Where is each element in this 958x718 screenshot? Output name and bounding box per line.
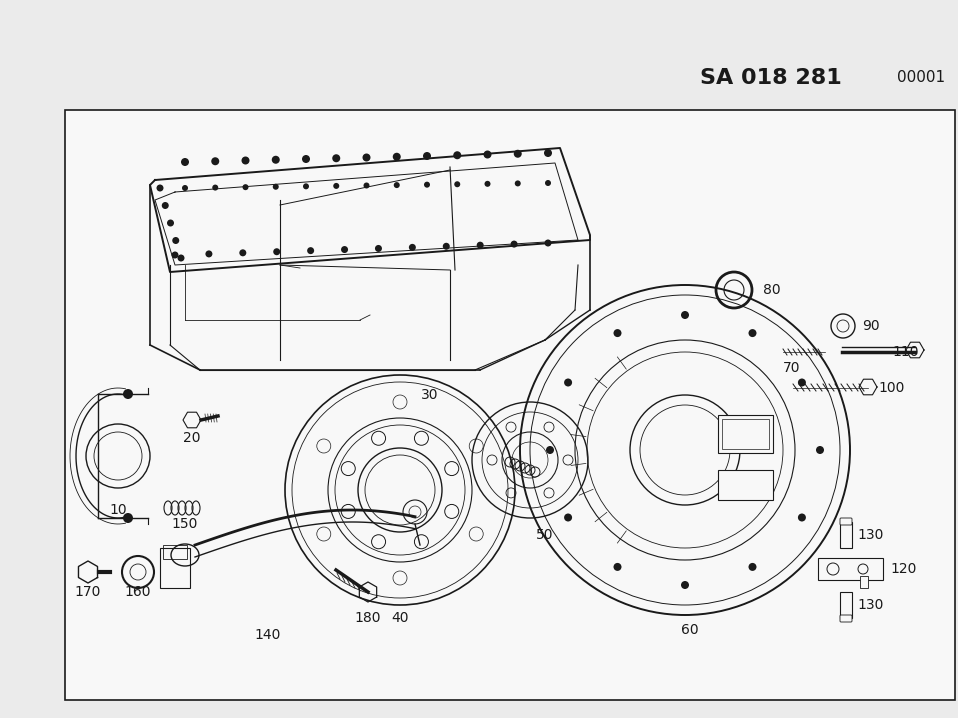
Circle shape — [341, 246, 348, 253]
Circle shape — [511, 241, 517, 248]
Circle shape — [544, 240, 552, 246]
Circle shape — [423, 152, 431, 160]
Text: 30: 30 — [422, 388, 439, 402]
Bar — [65, 110, 955, 700]
Circle shape — [241, 157, 249, 164]
Text: 160: 160 — [125, 585, 151, 599]
Text: 150: 150 — [171, 517, 198, 531]
Bar — [718, 415, 773, 453]
Circle shape — [681, 311, 689, 319]
Circle shape — [544, 149, 552, 157]
Circle shape — [816, 446, 824, 454]
Circle shape — [181, 158, 189, 166]
Circle shape — [212, 157, 219, 165]
Bar — [718, 470, 773, 500]
FancyBboxPatch shape — [840, 518, 852, 525]
Text: 130: 130 — [857, 598, 883, 612]
Circle shape — [513, 150, 522, 158]
Bar — [160, 548, 190, 588]
Bar — [818, 558, 883, 580]
Circle shape — [477, 242, 484, 248]
Bar — [840, 592, 852, 618]
Text: 40: 40 — [391, 611, 409, 625]
Text: 70: 70 — [783, 361, 801, 375]
Circle shape — [409, 244, 416, 251]
Text: 20: 20 — [183, 431, 201, 445]
Text: 60: 60 — [681, 623, 698, 637]
Circle shape — [375, 245, 382, 252]
Circle shape — [177, 254, 185, 261]
Circle shape — [798, 513, 806, 521]
Text: 00001: 00001 — [897, 70, 946, 85]
Circle shape — [240, 249, 246, 256]
Circle shape — [171, 251, 178, 258]
Text: SA 018 281: SA 018 281 — [700, 68, 842, 88]
Circle shape — [681, 581, 689, 589]
Circle shape — [564, 378, 572, 386]
Text: 100: 100 — [878, 381, 904, 395]
Bar — [860, 576, 868, 588]
Circle shape — [454, 181, 460, 187]
Circle shape — [798, 378, 806, 386]
Text: 50: 50 — [536, 528, 554, 542]
Circle shape — [613, 563, 622, 571]
Circle shape — [123, 513, 133, 523]
Text: 10: 10 — [109, 503, 126, 517]
Text: 180: 180 — [354, 611, 381, 625]
Circle shape — [485, 181, 490, 187]
Circle shape — [443, 243, 449, 250]
Circle shape — [273, 184, 279, 190]
Text: 80: 80 — [763, 283, 781, 297]
Text: 110: 110 — [892, 345, 919, 359]
Bar — [163, 545, 187, 559]
Bar — [840, 522, 852, 548]
Circle shape — [362, 154, 371, 162]
Circle shape — [272, 156, 280, 164]
Circle shape — [273, 248, 281, 255]
Circle shape — [748, 563, 757, 571]
Circle shape — [484, 151, 491, 159]
Circle shape — [514, 180, 521, 187]
Circle shape — [182, 185, 188, 191]
Text: 120: 120 — [890, 562, 917, 576]
Circle shape — [332, 154, 340, 162]
Circle shape — [394, 182, 399, 188]
Text: 170: 170 — [75, 585, 102, 599]
Circle shape — [546, 446, 554, 454]
Circle shape — [748, 329, 757, 337]
Bar — [722, 419, 769, 449]
Circle shape — [363, 182, 370, 189]
Circle shape — [213, 185, 218, 190]
Circle shape — [545, 180, 551, 186]
Circle shape — [302, 155, 310, 163]
Circle shape — [162, 202, 169, 209]
Circle shape — [303, 183, 309, 190]
Circle shape — [172, 237, 179, 244]
Circle shape — [205, 251, 213, 258]
Text: 130: 130 — [857, 528, 883, 542]
Circle shape — [564, 513, 572, 521]
Circle shape — [613, 329, 622, 337]
FancyBboxPatch shape — [840, 615, 852, 622]
Circle shape — [167, 220, 174, 226]
Circle shape — [123, 389, 133, 399]
Text: 140: 140 — [255, 628, 282, 642]
Circle shape — [393, 153, 400, 161]
Circle shape — [453, 151, 461, 159]
Circle shape — [156, 185, 164, 192]
Circle shape — [424, 182, 430, 187]
Circle shape — [333, 183, 339, 189]
Text: 90: 90 — [862, 319, 879, 333]
Circle shape — [308, 247, 314, 254]
Circle shape — [242, 184, 248, 190]
